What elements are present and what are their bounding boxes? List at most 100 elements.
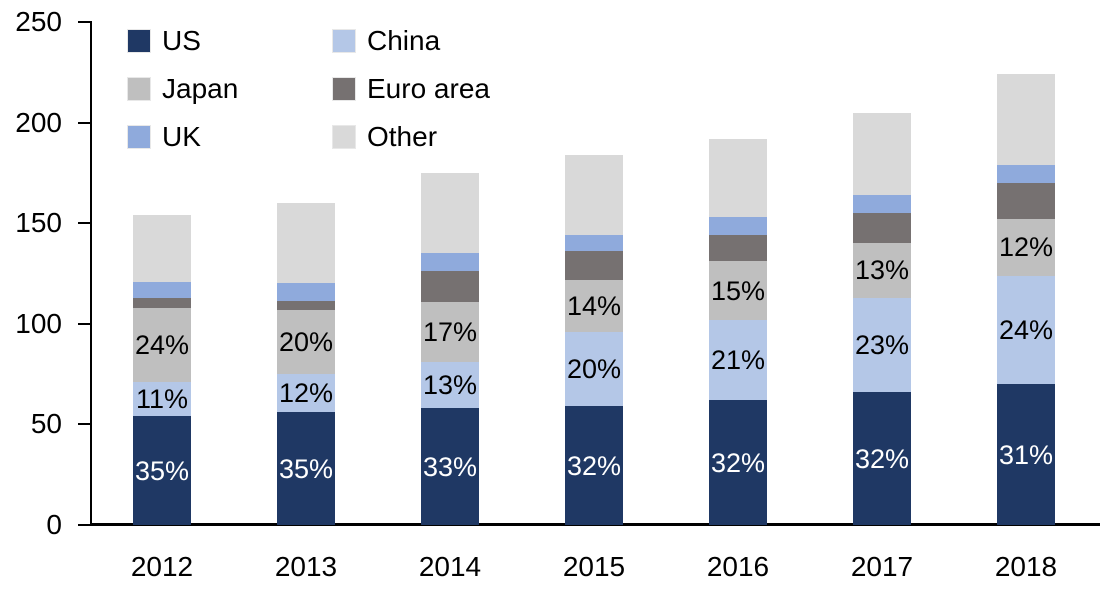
bar-segment-china-2014	[421, 362, 479, 409]
bar-segment-euro-area-2013	[277, 300, 335, 310]
bar-segment-other-2012	[133, 215, 191, 282]
bar-segment-other-2018	[997, 74, 1055, 165]
legend-label-china: China	[367, 25, 441, 56]
bar-segment-china-2013	[277, 374, 335, 413]
y-axis-tick	[78, 222, 90, 225]
bar-segment-japan-2012	[133, 307, 191, 383]
legend-swatch-china	[332, 29, 356, 53]
bar-label-japan-2018: 12%	[998, 232, 1054, 263]
y-axis-tick-label: 250	[15, 6, 62, 37]
y-axis-tick	[78, 322, 90, 325]
x-axis-label-2016: 2016	[706, 551, 770, 582]
bar-label-china-2015: 20%	[566, 354, 622, 385]
bar-segment-euro-area-2018	[997, 182, 1055, 220]
bar-segment-china-2017	[853, 297, 911, 393]
bar-label-china-2017: 23%	[854, 329, 910, 360]
bar-label-us-2012: 35%	[134, 455, 190, 486]
x-axis-label-2013: 2013	[274, 551, 338, 582]
y-axis-tick-label: 100	[15, 307, 62, 339]
bar-segment-japan-2018	[997, 219, 1055, 276]
legend-swatch-other	[332, 125, 356, 149]
x-axis-label-2015: 2015	[562, 551, 626, 582]
bar-segment-us-2012	[133, 416, 191, 525]
legend-swatch-euro-area	[332, 77, 356, 101]
bar-segment-uk-2018	[997, 164, 1055, 183]
y-axis-tick	[78, 524, 90, 526]
bar-segment-other-2016	[709, 138, 767, 218]
bar-segment-china-2012	[133, 382, 191, 417]
bar-segment-us-2016	[709, 400, 767, 525]
bar-segment-china-2015	[565, 331, 623, 407]
bar-label-china-2018: 24%	[998, 314, 1054, 345]
legend-item-uk: UK	[127, 121, 201, 152]
bar-segment-us-2013	[277, 412, 335, 525]
x-axis-label-2014: 2014	[418, 551, 482, 582]
bar-segment-uk-2014	[421, 253, 479, 272]
bar-segment-china-2018	[997, 275, 1055, 385]
bar-segment-us-2017	[853, 392, 911, 525]
bar-segment-other-2013	[277, 203, 335, 283]
bar-label-japan-2013: 20%	[278, 326, 334, 357]
bar-segment-us-2018	[997, 384, 1055, 525]
y-axis-tick-label: 150	[15, 207, 62, 239]
bar-segment-uk-2017	[853, 195, 911, 214]
bar-segment-us-2014	[421, 408, 479, 525]
legend-swatch-japan	[127, 77, 151, 101]
bar-segment-euro-area-2015	[565, 251, 623, 280]
legend-label-other: Other	[367, 121, 438, 152]
bar-segment-uk-2012	[133, 281, 191, 298]
legend-label-euro-area: Euro area	[367, 73, 490, 104]
bar-segment-japan-2016	[709, 261, 767, 320]
legend-swatch-uk	[127, 125, 151, 149]
x-axis-label-2017: 2017	[850, 551, 914, 582]
bar-segment-uk-2016	[709, 217, 767, 236]
bar-segment-euro-area-2012	[133, 297, 191, 308]
bar-segment-uk-2015	[565, 235, 623, 252]
legend-item-china: China	[332, 25, 441, 56]
y-axis-tick	[78, 121, 90, 124]
legend-item-euro-area: Euro area	[332, 73, 490, 104]
bar-segment-uk-2013	[277, 282, 335, 301]
y-axis-tick-label: 50	[30, 408, 62, 440]
legend-label-japan: Japan	[162, 73, 239, 104]
bar-label-us-2017: 32%	[854, 443, 910, 474]
bar-label-japan-2017: 13%	[854, 255, 910, 286]
legend-item-us: US	[127, 25, 201, 56]
bar-label-us-2014: 33%	[422, 451, 478, 482]
y-axis-tick-label: 0	[46, 509, 62, 540]
legend-item-japan: Japan	[127, 73, 239, 104]
legend-label-us: US	[162, 25, 201, 56]
x-axis-label-2012: 2012	[130, 551, 194, 582]
bar-segment-other-2017	[853, 112, 911, 196]
bar-segment-japan-2015	[565, 279, 623, 332]
bar-label-china-2014: 13%	[422, 370, 478, 401]
bar-label-japan-2012: 24%	[134, 329, 190, 360]
bar-label-japan-2015: 14%	[566, 290, 622, 321]
bar-label-us-2015: 32%	[566, 450, 622, 481]
bar-segment-euro-area-2017	[853, 213, 911, 244]
bar-segment-japan-2017	[853, 243, 911, 298]
bar-label-china-2013: 12%	[278, 378, 334, 409]
bar-segment-other-2014	[421, 172, 479, 254]
bar-segment-other-2015	[565, 154, 623, 236]
x-axis-label-2018: 2018	[994, 551, 1058, 582]
bar-label-china-2016: 21%	[710, 345, 766, 376]
bar-label-japan-2014: 17%	[422, 316, 478, 347]
legend-label-uk: UK	[162, 121, 201, 152]
legend-swatch-us	[127, 29, 151, 53]
bar-label-japan-2016: 15%	[710, 275, 766, 306]
bar-segment-japan-2013	[277, 309, 335, 375]
y-axis-tick	[78, 423, 90, 426]
y-axis-line	[90, 21, 92, 526]
bar-label-china-2012: 11%	[135, 384, 189, 415]
y-axis-tick	[78, 21, 90, 23]
bar-segment-japan-2014	[421, 301, 479, 363]
bar-segment-china-2016	[709, 319, 767, 401]
bar-label-us-2013: 35%	[278, 453, 334, 484]
bar-segment-us-2015	[565, 406, 623, 525]
bar-segment-euro-area-2016	[709, 235, 767, 262]
y-axis-tick-label: 200	[15, 106, 62, 138]
bar-segment-euro-area-2014	[421, 271, 479, 302]
bar-label-us-2016: 32%	[710, 447, 766, 478]
